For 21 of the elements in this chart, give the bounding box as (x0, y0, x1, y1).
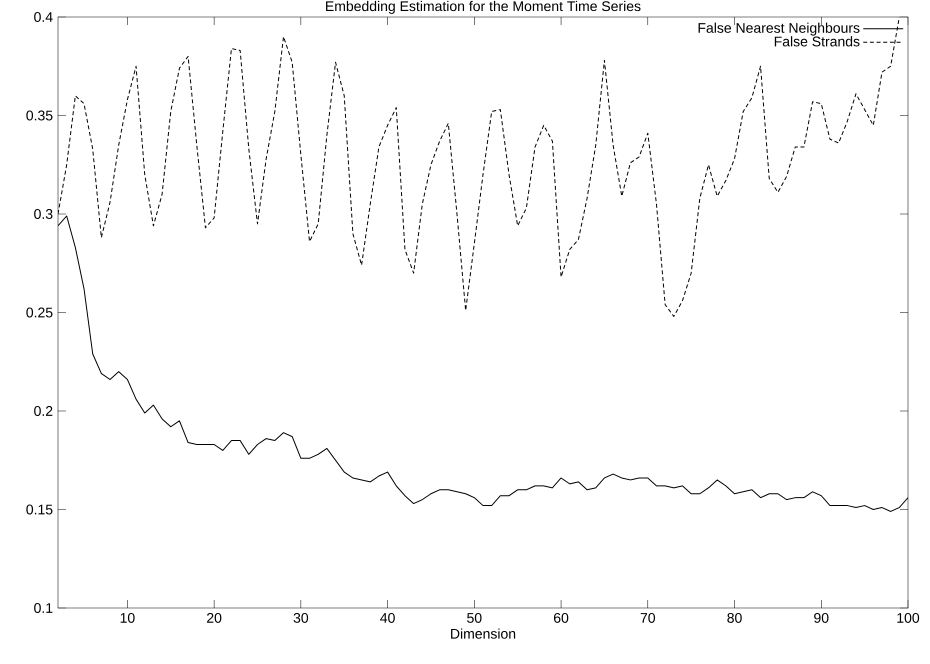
chart-title: Embedding Estimation for the Moment Time Series (326, 0, 641, 14)
x-tick-label: 100 (897, 612, 920, 623)
y-tick-label: 0.1 (34, 603, 52, 613)
x-tick-label: 60 (554, 612, 568, 623)
x-tick-label: 90 (814, 612, 828, 623)
x-tick-label: 80 (727, 612, 742, 623)
legend-label: False Nearest Neighbours (698, 22, 860, 36)
y-tick-label: 0.3 (34, 209, 52, 219)
y-tick-label: 0.2 (34, 406, 52, 416)
x-tick-label: 30 (294, 612, 308, 623)
x-tick-label: 50 (467, 612, 482, 623)
y-tick-label: 0.15 (26, 504, 52, 514)
x-tick-label: 20 (207, 612, 222, 623)
y-tick-label: 0.35 (26, 110, 52, 120)
x-tick-label: 70 (640, 612, 656, 623)
y-tick-label: 0.25 (26, 308, 52, 318)
y-tick-label: 0.4 (34, 12, 53, 22)
x-axis-title: Dimension (451, 628, 516, 639)
x-tick-label: 40 (380, 612, 395, 623)
x-tick-label: 10 (120, 612, 135, 623)
legend-label: False Strands (774, 36, 860, 46)
